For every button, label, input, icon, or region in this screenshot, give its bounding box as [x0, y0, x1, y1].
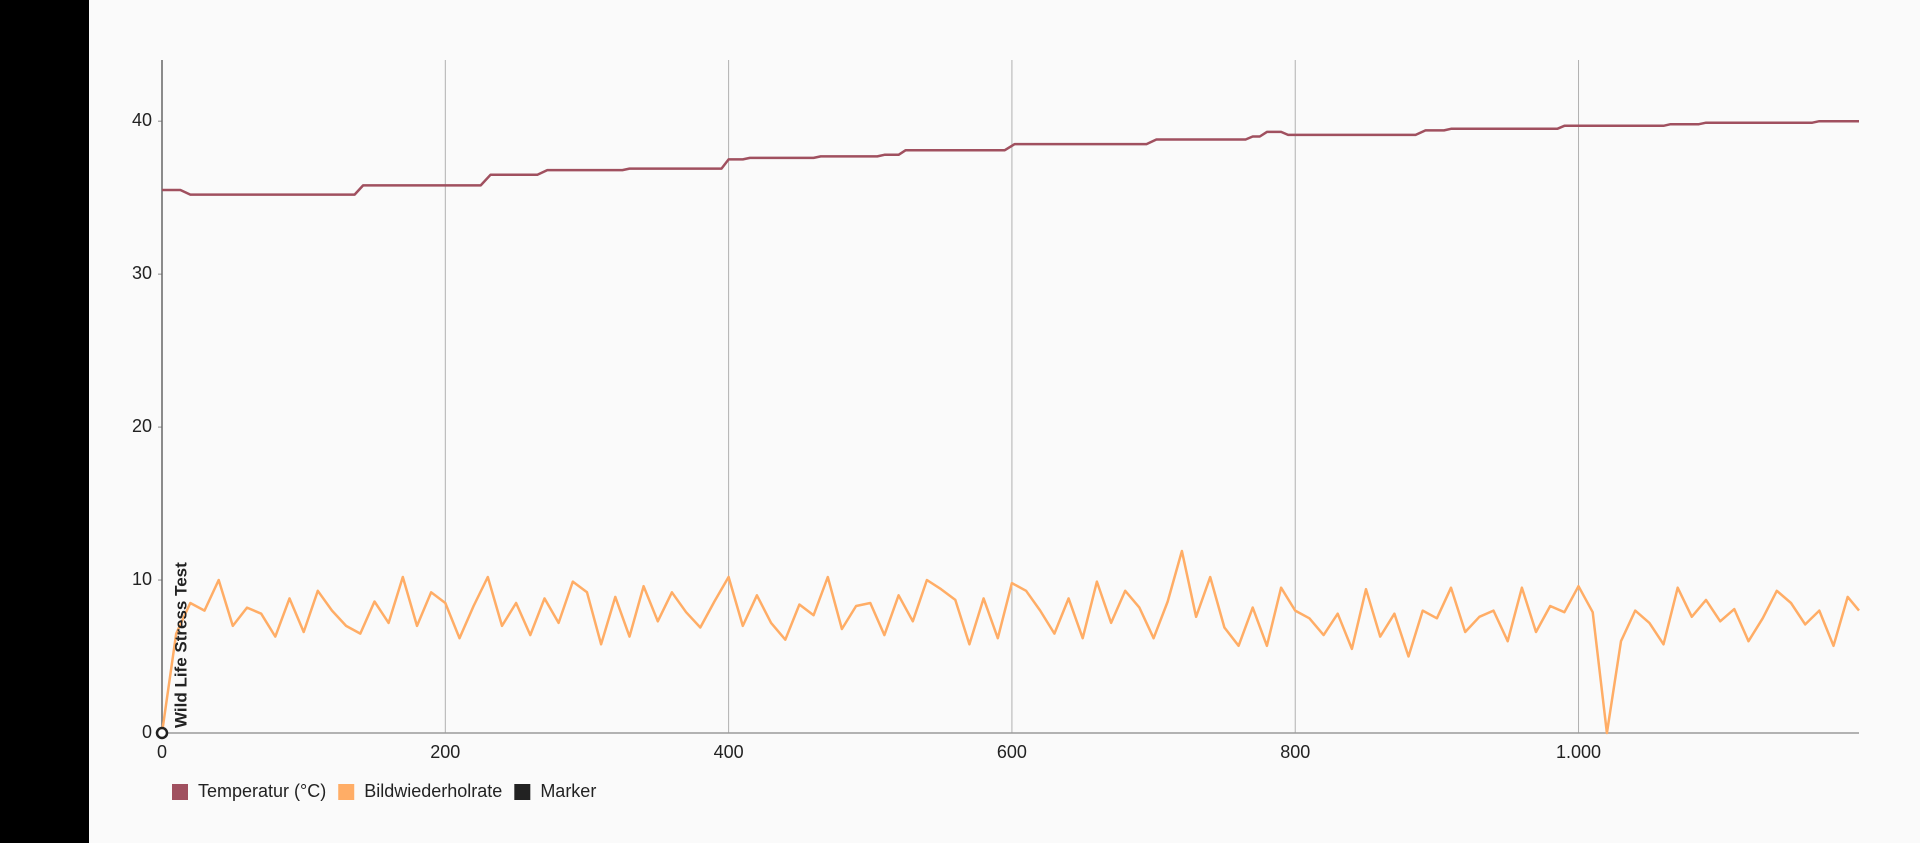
legend-swatch	[338, 784, 355, 800]
y-tick-label: 40	[132, 110, 152, 130]
y-tick-label: 30	[132, 263, 152, 283]
x-tick-label: 200	[430, 742, 460, 762]
legend-swatch	[172, 784, 188, 800]
y-tick-label: 10	[132, 569, 152, 589]
x-tick-label: 800	[1280, 742, 1310, 762]
side-bar	[0, 0, 89, 843]
x-tick-label: 1.000	[1556, 742, 1601, 762]
y-tick-label: 0	[142, 722, 152, 742]
legend-label: Marker	[540, 781, 596, 801]
y-tick-label: 20	[132, 416, 152, 436]
series-line	[160, 549, 1860, 735]
x-tick-label: 600	[997, 742, 1027, 762]
legend-swatch	[514, 784, 531, 800]
marker-label: Wild Life Stress Test	[171, 562, 190, 728]
x-tick-label: 400	[714, 742, 744, 762]
marker-point	[155, 726, 169, 740]
legend-label: Temperatur (°C)	[198, 781, 326, 801]
x-tick-label: 0	[157, 742, 167, 762]
legend-label: Bildwiederholrate	[364, 781, 502, 801]
series-line	[162, 119, 1859, 196]
